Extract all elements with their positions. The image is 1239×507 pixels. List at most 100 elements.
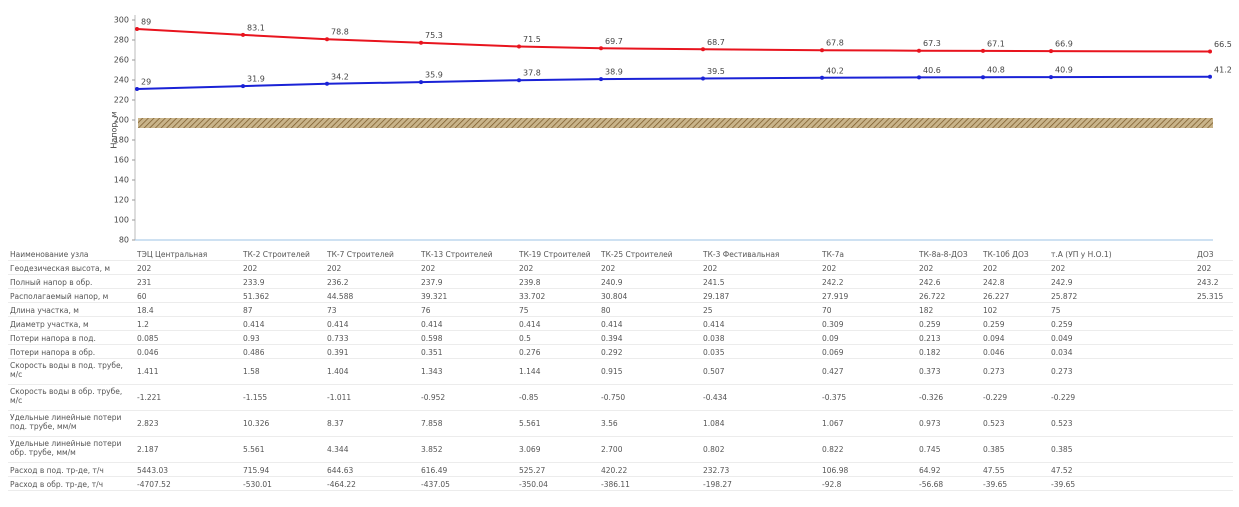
cell: 202 — [983, 264, 998, 273]
row-line — [8, 476, 1233, 477]
cell: 243.2 — [1197, 278, 1219, 287]
cell: 70 — [822, 306, 832, 315]
cell: ТЭЦ Центральная — [137, 250, 208, 259]
cell: 182 — [919, 306, 934, 315]
cell: 26.227 — [983, 292, 1010, 301]
point-label: 66.9 — [1055, 40, 1073, 49]
cell: 0.414 — [421, 320, 443, 329]
cell: -0.434 — [703, 393, 728, 402]
cell: 1.58 — [243, 367, 260, 376]
cell: -198.27 — [703, 480, 732, 489]
point — [1049, 49, 1053, 54]
y-axis-label: Напор, м — [110, 111, 119, 148]
cell: 76 — [421, 306, 431, 315]
cell: 1.2 — [137, 320, 149, 329]
point-label: 35.9 — [425, 71, 443, 80]
cell: 2.187 — [137, 445, 159, 454]
cell: -39.65 — [983, 480, 1008, 489]
cell: 29.187 — [703, 292, 730, 301]
point — [701, 76, 705, 81]
cell: -464.22 — [327, 480, 356, 489]
cell: 202 — [1197, 264, 1212, 273]
point — [419, 80, 423, 85]
row-label: Располагаемый напор, м — [10, 292, 109, 301]
cell: ТК-13 Строителей — [421, 250, 493, 259]
cell: 202 — [421, 264, 436, 273]
cell: 0.414 — [327, 320, 349, 329]
y-tick-label: 140 — [114, 176, 129, 185]
cell: 233.9 — [243, 278, 265, 287]
cell: -0.326 — [919, 393, 944, 402]
y-tick-label: 260 — [114, 56, 129, 65]
row-line — [8, 260, 1233, 261]
point-label: 66.5 — [1214, 40, 1232, 49]
cell: 0.915 — [601, 367, 623, 376]
cell: -0.229 — [1051, 393, 1076, 402]
cell: ТК-25 Строителей — [601, 250, 673, 259]
cell: -0.229 — [983, 393, 1008, 402]
y-tick-label: 240 — [114, 76, 129, 85]
cell: 1.067 — [822, 419, 844, 428]
cell: 0.385 — [983, 445, 1005, 454]
point — [135, 87, 139, 91]
cell: 33.702 — [519, 292, 546, 301]
cell: 0.5 — [519, 334, 531, 343]
cell: -39.65 — [1051, 480, 1076, 489]
cell: -350.04 — [519, 480, 548, 489]
cell: т.А (УП у Н.О.1) — [1051, 250, 1112, 259]
cell: 1.404 — [327, 367, 349, 376]
cell: 237.9 — [421, 278, 443, 287]
cell: -0.952 — [421, 393, 446, 402]
cell: 5443.03 — [137, 466, 169, 475]
cell: 26.722 — [919, 292, 946, 301]
cell: 0.414 — [703, 320, 725, 329]
ground-band — [138, 118, 1213, 128]
cell: 0.507 — [703, 367, 725, 376]
cell: 106.98 — [822, 466, 849, 475]
point — [325, 81, 329, 86]
cell: 0.414 — [601, 320, 623, 329]
cell: 0.094 — [983, 334, 1005, 343]
cell: 202 — [1051, 264, 1066, 273]
point-label: 71.5 — [523, 35, 541, 44]
row-label: Диаметр участка, м — [10, 320, 89, 329]
cell: 25.872 — [1051, 292, 1078, 301]
cell: ТК-2 Строителей — [243, 250, 310, 259]
point-label: 37.8 — [523, 69, 541, 78]
cell: -1.155 — [243, 393, 268, 402]
row-label: Скорость воды в обр. трубе, м/с — [10, 387, 123, 405]
cell: 3.069 — [519, 445, 541, 454]
cell: ТК-19 Строителей — [519, 250, 591, 259]
row-line — [8, 462, 1233, 463]
cell: 0.276 — [519, 348, 541, 357]
cell: 25 — [703, 306, 713, 315]
point — [917, 75, 921, 80]
cell: 10.326 — [243, 419, 270, 428]
point-label: 83.1 — [247, 23, 265, 32]
row-line — [8, 316, 1233, 317]
point-label: 75.3 — [425, 31, 443, 40]
cell: 102 — [983, 306, 998, 315]
row-line — [8, 344, 1233, 345]
point — [1208, 74, 1212, 79]
point-label: 31.9 — [247, 75, 265, 84]
cell: 1.144 — [519, 367, 541, 376]
cell: ТК-8а-8-ДОЗ — [919, 250, 968, 259]
cell: ТК-7 Строителей — [327, 250, 394, 259]
cell: 80 — [601, 306, 611, 315]
cell: 0.973 — [919, 419, 941, 428]
cell: 0.351 — [421, 348, 443, 357]
cell: 0.523 — [1051, 419, 1073, 428]
cell: ТК-3 Фестивальная — [703, 250, 780, 259]
cell: 202 — [703, 264, 718, 273]
cell: 0.213 — [919, 334, 941, 343]
cell: 0.822 — [822, 445, 844, 454]
cell: 0.391 — [327, 348, 349, 357]
cell: 2.700 — [601, 445, 623, 454]
cell: 44.588 — [327, 292, 354, 301]
cell: 18.4 — [137, 306, 154, 315]
cell: -0.375 — [822, 393, 847, 402]
cell: 1.084 — [703, 419, 725, 428]
cell: ТК-7а — [822, 250, 844, 259]
